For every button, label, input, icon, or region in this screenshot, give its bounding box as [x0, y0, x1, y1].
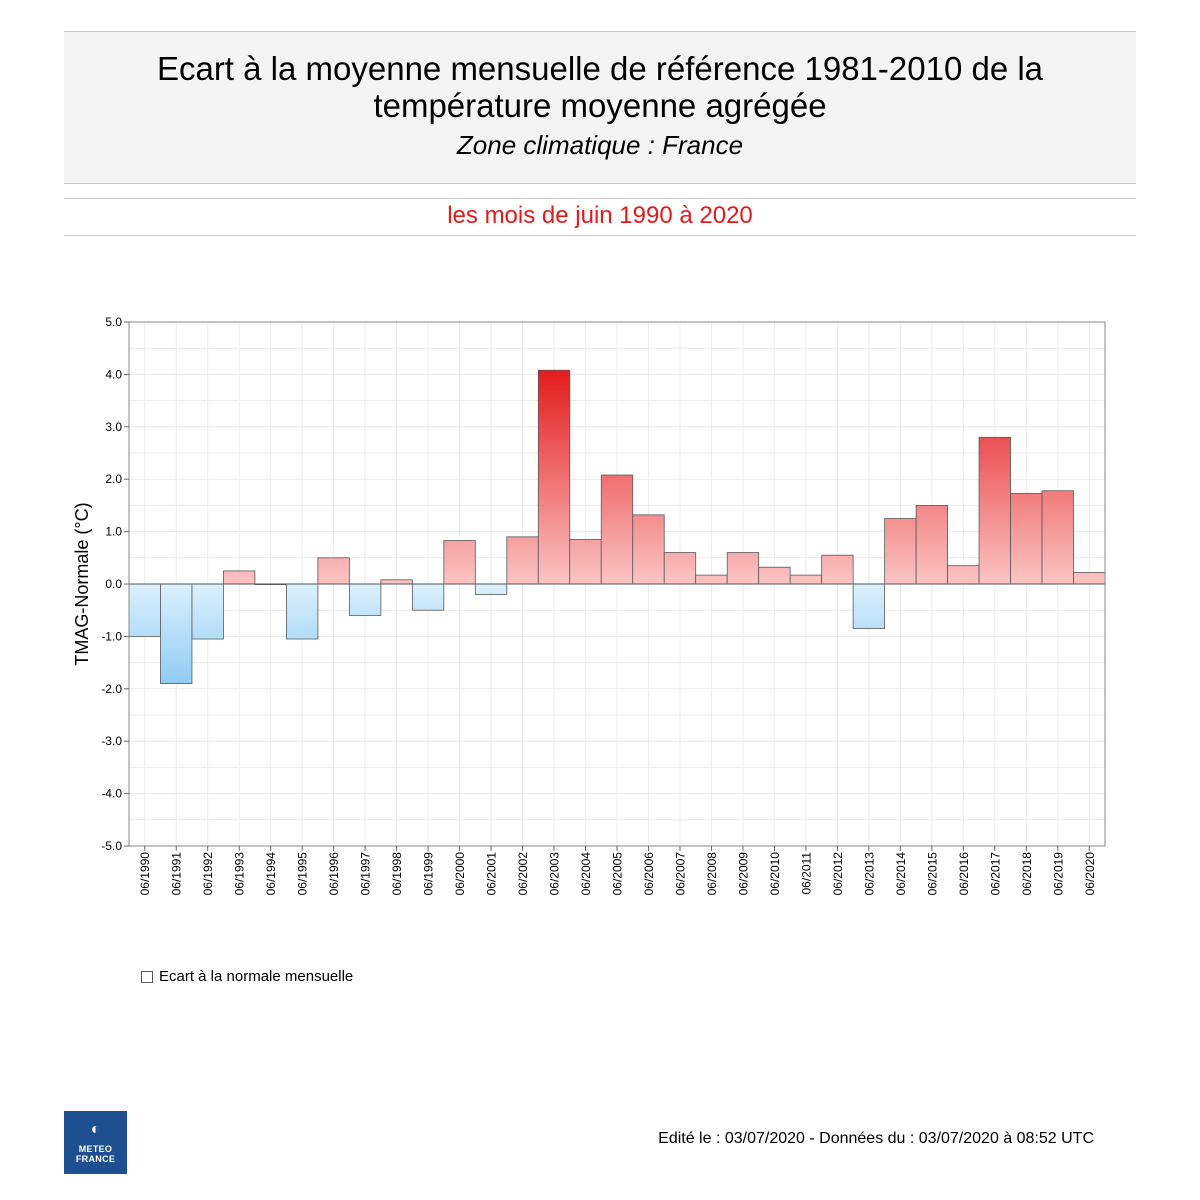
- period-text: les mois de juin 1990 à 2020: [447, 202, 753, 229]
- chart-title-line1: Ecart à la moyenne mensuelle de référenc…: [156, 50, 1044, 87]
- x-tick-label: 06/2016: [957, 852, 971, 896]
- chart-title-line2: température moyenne agrégée: [373, 87, 827, 124]
- bar-06-2004: [569, 539, 602, 585]
- bar-06-2010: [758, 566, 791, 585]
- x-tick-label: 06/1994: [264, 852, 278, 896]
- y-tick-label: -2.0: [101, 682, 122, 696]
- bar-06-2008: [695, 574, 728, 585]
- y-tick-label: 1.0: [105, 525, 122, 539]
- bar-06-1996: [317, 557, 350, 585]
- bar-06-2015: [915, 504, 948, 585]
- logo-line2: FRANCE: [75, 1154, 116, 1164]
- bar-06-1999: [411, 583, 445, 611]
- x-tick-label: 06/2002: [516, 852, 530, 896]
- y-tick-label: -1.0: [101, 629, 122, 643]
- y-tick-label: 5.0: [105, 315, 122, 329]
- y-tick-label: 3.0: [105, 420, 122, 434]
- bar-06-2007: [663, 552, 697, 585]
- bar-06-2003: [537, 369, 571, 585]
- x-tick-label: 06/2020: [1083, 852, 1097, 896]
- y-tick-label: 0.0: [105, 577, 122, 591]
- bar-06-2001: [474, 583, 508, 595]
- x-tick-label: 06/2011: [799, 852, 813, 895]
- y-axis-label: TMAG-Normale (°C): [72, 502, 92, 665]
- bar-06-2005: [600, 474, 634, 585]
- x-tick-label: 06/2019: [1051, 852, 1065, 896]
- y-tick-label: -4.0: [101, 787, 122, 801]
- bar-06-2018: [1010, 492, 1043, 585]
- legend-label: Ecart à la normale mensuelle: [159, 968, 354, 985]
- bar-06-2009: [726, 552, 760, 585]
- logo-line1: METEO: [78, 1144, 113, 1154]
- chart-zone-subtitle: Zone climatique : France: [456, 130, 744, 160]
- bar-06-2006: [632, 514, 665, 585]
- bar-06-1997: [348, 583, 382, 616]
- x-tick-label: 06/2003: [548, 852, 562, 896]
- x-tick-label: 06/1993: [233, 852, 247, 896]
- x-tick-label: 06/2000: [453, 852, 467, 896]
- x-tick-label: 06/2018: [1020, 852, 1034, 896]
- footer-edit-info: Edité le : 03/07/2020 - Données du : 03/…: [658, 1130, 1094, 1147]
- period-banner: les mois de juin 1990 à 2020: [64, 198, 1136, 236]
- bar-06-1990: [128, 583, 161, 637]
- x-tick-label: 06/1990: [138, 852, 152, 896]
- x-tick-label: 06/2014: [894, 852, 908, 896]
- chart-legend[interactable]: Ecart à la normale mensuelle: [141, 968, 353, 985]
- y-tick-label: -5.0: [101, 839, 122, 853]
- x-tick-label: 06/2008: [705, 852, 719, 896]
- legend-checkbox-icon[interactable]: [141, 970, 153, 983]
- y-tick-label: -3.0: [101, 734, 122, 748]
- x-tick-label: 06/2007: [673, 852, 687, 896]
- bar-06-2011: [789, 574, 823, 585]
- x-tick-label: 06/2006: [642, 852, 656, 896]
- x-tick-label: 06/2017: [988, 852, 1002, 896]
- bar-06-2013: [852, 583, 886, 629]
- bar-06-1998: [380, 579, 413, 585]
- bar-06-2014: [884, 518, 917, 585]
- meteo-france-logo: ◐ METEO FRANCE: [64, 1111, 127, 1174]
- y-tick-label: 2.0: [105, 472, 122, 486]
- x-tick-label: 06/1998: [390, 852, 404, 896]
- x-tick-label: 06/2010: [768, 852, 782, 896]
- bar-06-1993: [223, 570, 256, 585]
- bar-06-2017: [978, 436, 1011, 585]
- x-tick-label: 06/1995: [296, 852, 310, 896]
- x-tick-label: 06/1991: [170, 852, 184, 896]
- x-tick-label: 06/2004: [579, 852, 593, 896]
- x-tick-label: 06/2015: [925, 852, 939, 896]
- bar-06-1995: [286, 583, 319, 640]
- bar-06-2000: [443, 540, 476, 585]
- x-tick-label: 06/2013: [862, 852, 876, 896]
- y-tick-label: 4.0: [105, 367, 122, 381]
- bar-06-2016: [947, 565, 980, 585]
- chart-header: Ecart à la moyenne mensuelle de référenc…: [64, 31, 1136, 184]
- x-tick-label: 06/1999: [422, 852, 436, 896]
- x-tick-label: 06/2012: [831, 852, 845, 896]
- logo-emblem-icon: ◐: [90, 1121, 101, 1138]
- bar-06-2012: [821, 554, 854, 585]
- bar-06-2020: [1073, 572, 1106, 585]
- x-tick-label: 06/1997: [359, 852, 373, 896]
- x-tick-label: 06/2009: [736, 852, 750, 896]
- x-tick-label: 06/2001: [485, 852, 499, 896]
- bar-06-1992: [191, 583, 224, 640]
- x-tick-label: 06/1996: [327, 852, 341, 896]
- x-tick-label: 06/2005: [611, 852, 625, 896]
- bar-06-2019: [1041, 490, 1074, 585]
- bar-06-2002: [506, 536, 539, 585]
- x-tick-label: 06/1992: [201, 852, 215, 896]
- bar-06-1991: [160, 583, 193, 684]
